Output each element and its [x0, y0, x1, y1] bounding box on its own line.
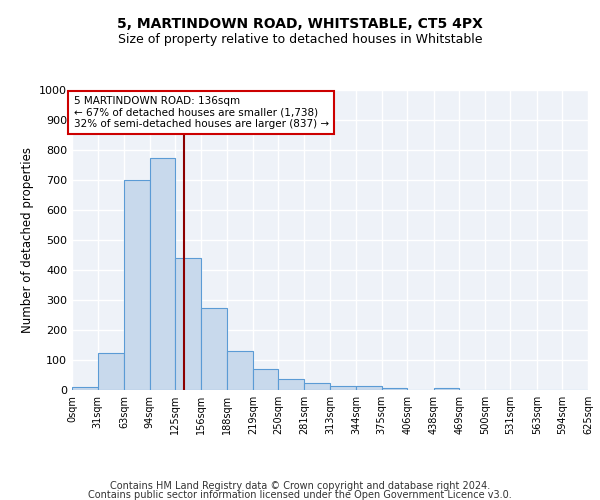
Bar	[201, 308, 227, 390]
Bar	[124, 180, 149, 390]
Bar	[434, 388, 459, 390]
Bar	[278, 378, 304, 390]
Bar	[149, 158, 175, 390]
Bar	[98, 352, 124, 390]
Bar	[72, 387, 98, 390]
Text: 5, MARTINDOWN ROAD, WHITSTABLE, CT5 4PX: 5, MARTINDOWN ROAD, WHITSTABLE, CT5 4PX	[117, 18, 483, 32]
Bar	[331, 386, 356, 390]
Y-axis label: Number of detached properties: Number of detached properties	[20, 147, 34, 333]
Bar	[175, 258, 201, 390]
Bar	[253, 369, 278, 390]
Text: Contains HM Land Registry data © Crown copyright and database right 2024.: Contains HM Land Registry data © Crown c…	[110, 481, 490, 491]
Bar	[382, 388, 407, 390]
Text: 5 MARTINDOWN ROAD: 136sqm
← 67% of detached houses are smaller (1,738)
32% of se: 5 MARTINDOWN ROAD: 136sqm ← 67% of detac…	[74, 96, 329, 129]
Bar	[356, 386, 382, 390]
Text: Contains public sector information licensed under the Open Government Licence v3: Contains public sector information licen…	[88, 490, 512, 500]
Text: Size of property relative to detached houses in Whitstable: Size of property relative to detached ho…	[118, 32, 482, 46]
Bar	[227, 351, 253, 390]
Bar	[304, 384, 331, 390]
